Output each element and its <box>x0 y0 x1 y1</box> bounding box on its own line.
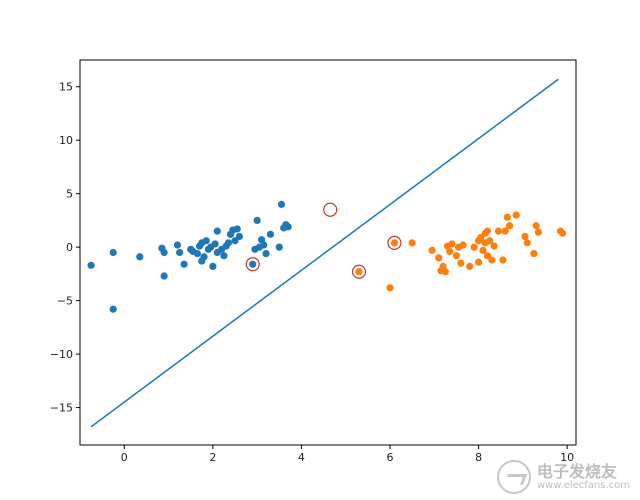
x-tick-label-4: 4 <box>298 451 305 464</box>
data-points <box>87 200 567 313</box>
data-point-series2-11 <box>446 247 454 256</box>
y-axis: −15 −10 −5 0 5 10 15 <box>50 81 80 415</box>
data-point-series1-8 <box>173 241 182 249</box>
data-point-series2-2 <box>386 284 394 292</box>
x-axis: 0 2 4 6 8 10 <box>121 445 574 464</box>
data-point-series1-9 <box>176 248 184 257</box>
y-tick-label--5: −5 <box>57 295 73 308</box>
data-point-series2-25 <box>483 252 492 260</box>
data-point-series2-9 <box>441 268 449 276</box>
data-point-series2-26 <box>483 227 492 235</box>
decision-boundary <box>90 78 559 428</box>
data-point-series2-40 <box>534 228 542 236</box>
data-point-series1-1 <box>87 261 95 269</box>
data-point-series1-39 <box>260 241 268 249</box>
data-point-series2-27 <box>486 237 494 245</box>
data-point-series1-7 <box>160 272 168 280</box>
electronic-enthusiast-logo-icon <box>496 460 531 494</box>
data-point-series2-17 <box>466 262 474 271</box>
data-point-series1-33 <box>235 232 244 241</box>
support-vector-ring-4 <box>387 235 402 250</box>
data-point-series2-16 <box>459 241 467 249</box>
watermark-title: 电子发烧友 <box>536 461 617 481</box>
x-tick-label-10: 10 <box>560 451 574 464</box>
data-point-series2-33 <box>503 213 511 221</box>
data-point-series2-5 <box>428 246 436 254</box>
y-tick-label-0: 0 <box>66 241 73 254</box>
data-point-series2-30 <box>494 227 503 235</box>
data-point-series1-32 <box>233 225 241 233</box>
data-point-series1-41 <box>266 230 275 238</box>
data-point-series2-28 <box>488 256 496 264</box>
data-point-series1-36 <box>253 216 261 225</box>
decision-line <box>90 78 559 428</box>
data-point-series1-26 <box>220 252 228 260</box>
data-point-series2-29 <box>490 242 498 250</box>
y-tick-label-10: 10 <box>59 134 73 147</box>
data-point-series1-3 <box>109 305 117 313</box>
data-point-series2-34 <box>505 222 514 230</box>
data-point-series2-6 <box>435 254 443 262</box>
data-point-series2-21 <box>477 233 485 242</box>
watermark: 电子发烧友 www.elecfans.com <box>496 460 630 494</box>
data-point-series1-13 <box>193 249 201 258</box>
watermark-url: www.elecfans.com <box>536 480 630 492</box>
data-point-series1-21 <box>209 262 217 271</box>
support-vectors <box>245 202 402 279</box>
data-point-series2-42 <box>559 229 567 237</box>
data-point-series2-20 <box>474 258 483 266</box>
data-point-series1-10 <box>180 260 188 268</box>
data-point-series2-15 <box>457 259 465 267</box>
y-tick-label--10: −10 <box>50 348 73 361</box>
x-tick-label-2: 2 <box>209 451 216 464</box>
data-point-series2-22 <box>479 246 487 254</box>
support-vector-ring-2 <box>323 202 338 217</box>
y-tick-label--15: −15 <box>50 402 73 415</box>
data-point-series2-18 <box>470 243 478 251</box>
watermark-text: 电子发烧友 www.elecfans.com <box>537 463 630 492</box>
data-point-series1-24 <box>213 227 221 235</box>
y-tick-label-5: 5 <box>66 188 73 201</box>
data-point-series2-35 <box>512 211 520 219</box>
data-point-series2-37 <box>523 239 531 247</box>
y-tick-label-15: 15 <box>59 81 73 94</box>
data-point-series1-22 <box>211 240 219 248</box>
data-point-series1-43 <box>277 200 286 208</box>
x-tick-label-0: 0 <box>121 451 128 464</box>
support-vector-ring-1 <box>245 257 260 272</box>
data-point-series1-18 <box>202 237 210 245</box>
x-tick-label-6: 6 <box>387 451 394 464</box>
data-point-series2-1 <box>355 268 363 276</box>
data-point-series1-4 <box>136 253 144 261</box>
data-point-series1-40 <box>262 249 270 258</box>
plot-area <box>79 59 577 446</box>
data-point-series2-36 <box>521 232 529 241</box>
data-point-series2-4 <box>408 239 416 247</box>
data-point-series1-2 <box>109 248 117 257</box>
data-point-series2-31 <box>499 256 507 264</box>
data-point-series1-6 <box>160 248 168 257</box>
x-tick-label-8: 8 <box>475 451 482 464</box>
data-point-series1-31 <box>231 237 239 245</box>
data-point-series1-17 <box>200 253 208 261</box>
data-point-series2-12 <box>448 240 456 248</box>
data-point-series2-3 <box>390 239 399 247</box>
data-point-series2-38 <box>530 249 538 258</box>
data-point-series1-34 <box>249 260 257 268</box>
data-point-series1-42 <box>275 243 283 251</box>
data-point-series1-28 <box>224 239 232 247</box>
support-vector-ring-3 <box>351 264 367 279</box>
data-point-series2-13 <box>452 252 461 260</box>
data-point-series2-32 <box>501 227 509 235</box>
data-point-series2-39 <box>532 222 540 230</box>
data-point-series1-46 <box>284 223 292 231</box>
